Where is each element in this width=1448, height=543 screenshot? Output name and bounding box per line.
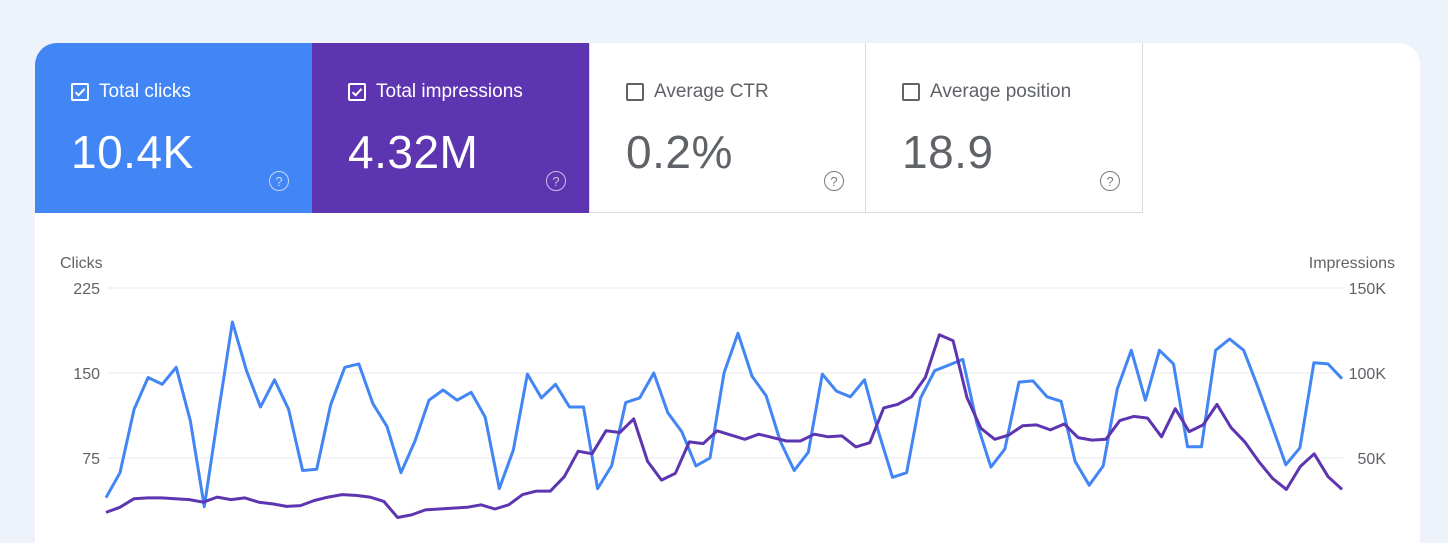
y-axis-label-left: Clicks <box>60 255 103 272</box>
y-tick-label-left: 225 <box>73 281 100 298</box>
y-tick-label-right: 100K <box>1349 366 1387 383</box>
y-tick-label-left: 75 <box>82 451 100 468</box>
series-line-clicks <box>106 322 1342 507</box>
tick-labels: 225 150 75 150K 100K 50K <box>73 281 1386 468</box>
y-tick-label-right: 50K <box>1358 451 1387 468</box>
performance-card: Total clicks 10.4K ? Total impressions 4… <box>35 43 1420 543</box>
y-tick-label-left: 150 <box>73 366 100 383</box>
series-lines <box>106 322 1342 518</box>
y-axis-label-right: Impressions <box>1309 255 1395 272</box>
y-tick-label-right: 150K <box>1349 281 1387 298</box>
performance-chart: Clicks Impressions 225 150 75 150K 100K 50K <box>35 43 1420 543</box>
